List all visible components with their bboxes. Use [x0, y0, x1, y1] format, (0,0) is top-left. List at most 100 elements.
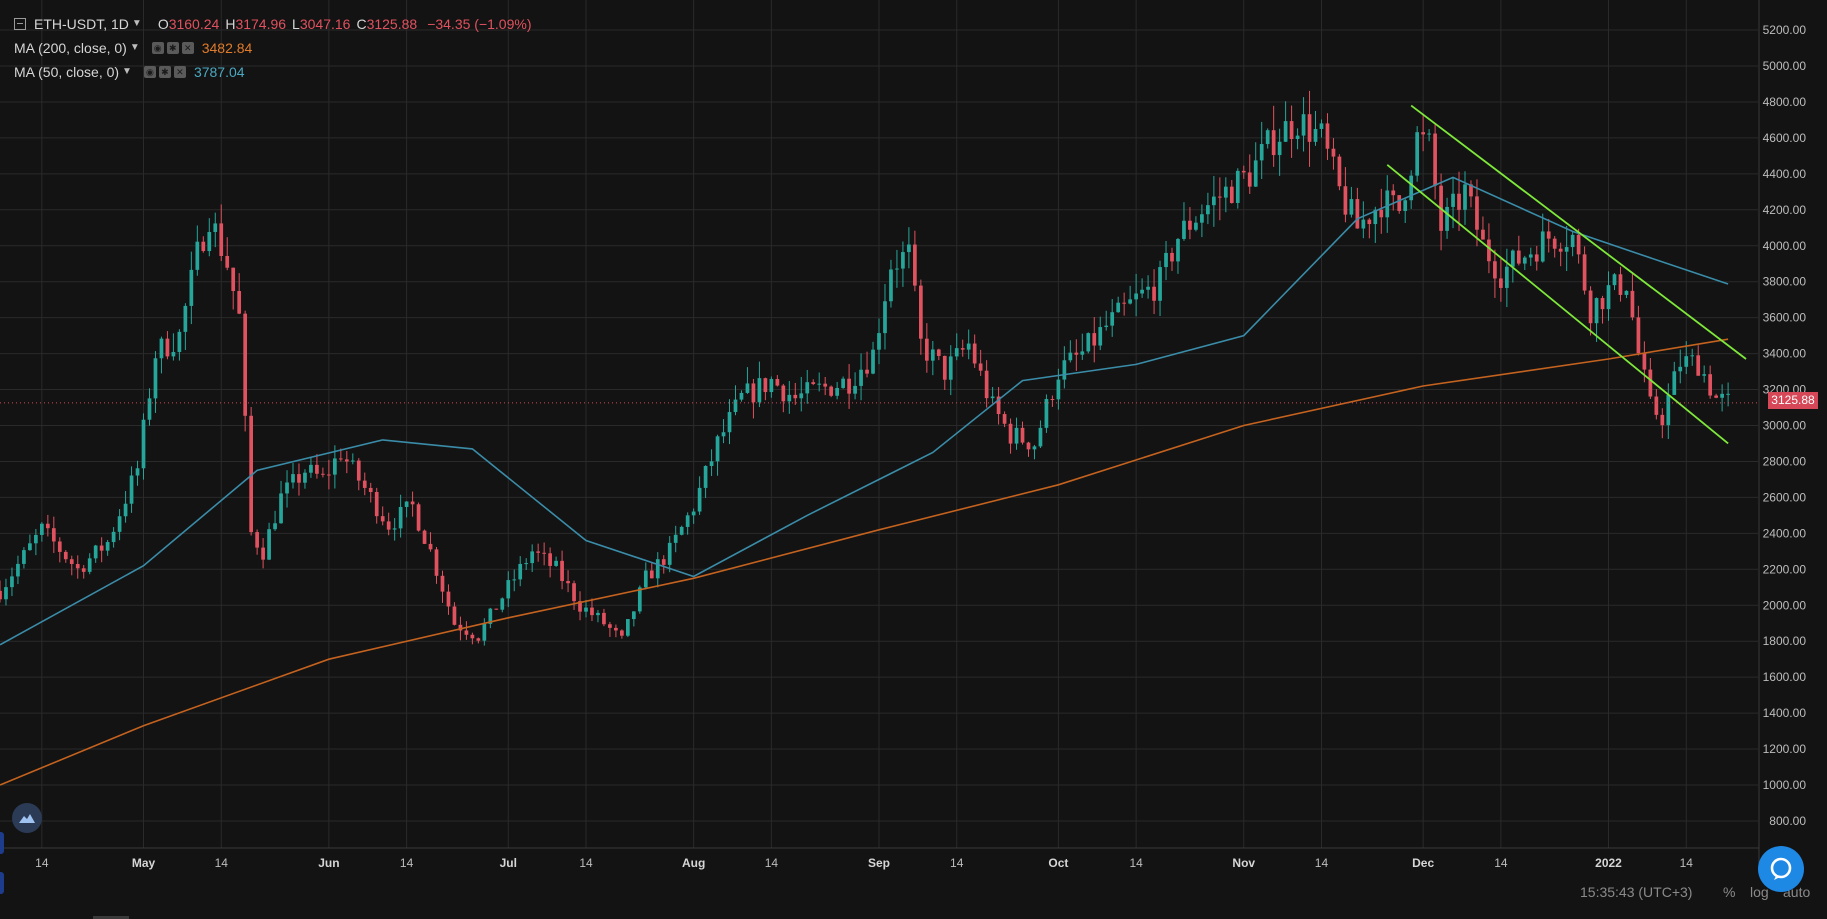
- candle-down: [620, 630, 624, 636]
- candle-down: [1660, 414, 1665, 426]
- candle-up: [859, 369, 863, 386]
- candle-down: [452, 606, 457, 625]
- candle-up: [1720, 393, 1724, 398]
- candle-up: [518, 563, 523, 580]
- candle-down: [75, 564, 80, 569]
- candle-down: [1642, 353, 1647, 370]
- indicator-value: 3787.04: [193, 64, 245, 80]
- candle-down: [1170, 252, 1174, 262]
- candle-up: [871, 349, 875, 374]
- candle-up: [1612, 274, 1617, 286]
- cloud-logo-icon[interactable]: [12, 803, 42, 833]
- candle-up: [679, 526, 684, 535]
- candle-up: [1606, 285, 1611, 310]
- visibility-icon[interactable]: ◉: [151, 42, 164, 54]
- candle-up: [1570, 234, 1575, 248]
- edge-tab[interactable]: [0, 832, 4, 854]
- chevron-down-icon[interactable]: ▼: [122, 66, 132, 77]
- percent-scale-button[interactable]: %: [1723, 884, 1736, 900]
- candle-up: [1265, 130, 1270, 145]
- candle-up: [117, 516, 122, 532]
- candle-up: [841, 378, 845, 388]
- candle-up: [703, 465, 708, 488]
- settings-icon[interactable]: ✱: [158, 66, 171, 78]
- candle-up: [524, 563, 529, 565]
- candle-up: [189, 269, 194, 306]
- symbol-row: ETH-USDT, 1D ▼ O 3160.24 H 3174.96 L 3047.1…: [14, 12, 531, 36]
- candle-down: [470, 634, 475, 639]
- legend-toggle-icon[interactable]: [14, 18, 26, 30]
- candle-down: [1152, 286, 1156, 301]
- price-tick-label: 4400.00: [1763, 167, 1807, 181]
- candle-down: [560, 560, 564, 582]
- candle-up: [22, 550, 26, 564]
- candle-down: [494, 608, 499, 610]
- candle-up: [1253, 160, 1258, 187]
- candle-down: [45, 523, 50, 529]
- symbol-label[interactable]: ETH-USDT, 1D: [34, 16, 129, 32]
- candle-up: [10, 576, 14, 588]
- candle-up: [213, 223, 218, 233]
- candle-up: [1212, 196, 1216, 206]
- close-icon[interactable]: ✕: [181, 42, 194, 54]
- indicator-name[interactable]: MA (200, close, 0): [14, 40, 127, 56]
- candle-up: [1176, 238, 1180, 262]
- price-tick-label: 1400.00: [1763, 706, 1807, 720]
- price-tick-label: 4600.00: [1763, 131, 1807, 145]
- edge-tab[interactable]: [0, 872, 4, 894]
- candle-up: [267, 529, 271, 560]
- price-tick-label: 1200.00: [1763, 742, 1807, 756]
- candle-down: [1499, 278, 1503, 288]
- time-tick-label: 14: [1494, 856, 1508, 870]
- candle-up: [1445, 206, 1449, 231]
- candle-up: [1014, 427, 1019, 444]
- candle-up: [392, 528, 397, 530]
- settings-icon[interactable]: ✱: [166, 42, 179, 54]
- candle-up: [787, 394, 792, 402]
- price-tick-label: 2200.00: [1763, 562, 1807, 576]
- candle-down: [362, 480, 367, 488]
- clock-readout[interactable]: 15:35:43 (UTC+3): [1580, 884, 1693, 900]
- log-scale-button[interactable]: log: [1750, 884, 1769, 900]
- time-tick-label: 14: [1680, 856, 1694, 870]
- candle-down: [225, 256, 230, 268]
- candle-up: [159, 338, 164, 359]
- time-tick-label: Aug: [682, 856, 705, 870]
- candle-down: [440, 575, 445, 592]
- candle-up: [530, 551, 535, 564]
- time-tick-label: 14: [215, 856, 229, 870]
- candle-down: [1576, 234, 1581, 255]
- candle-up: [1678, 366, 1683, 372]
- time-tick-label: Sep: [868, 856, 890, 870]
- candle-down: [1397, 195, 1402, 211]
- candle-up: [309, 464, 313, 473]
- candle-up: [554, 560, 558, 566]
- chevron-down-icon[interactable]: ▼: [131, 18, 142, 29]
- candle-down: [416, 504, 421, 531]
- candle-up: [966, 343, 971, 350]
- moving-average-lines: [0, 176, 1729, 786]
- candle-up: [596, 612, 600, 616]
- candle-up: [1349, 199, 1354, 215]
- candle-up: [273, 523, 277, 530]
- candle-up: [1451, 193, 1455, 207]
- close-icon[interactable]: ✕: [173, 66, 186, 78]
- candle-down: [924, 338, 929, 361]
- candle-down: [1026, 442, 1031, 450]
- candle-up: [1427, 133, 1431, 135]
- candle-down: [1343, 186, 1348, 215]
- candle-down: [219, 223, 224, 257]
- price-tick-label: 800.00: [1769, 814, 1806, 828]
- scrollbar-thumb[interactable]: [93, 916, 129, 919]
- high-value: 3174.96: [235, 16, 287, 32]
- indicator-name[interactable]: MA (50, close, 0): [14, 64, 120, 80]
- candle-down: [996, 396, 1001, 415]
- visibility-icon[interactable]: ◉: [143, 66, 156, 78]
- candle-up: [1409, 175, 1414, 201]
- candle-up: [954, 348, 959, 357]
- candle-up: [488, 608, 493, 624]
- chat-bubble-icon[interactable]: [1758, 846, 1804, 892]
- chevron-down-icon[interactable]: ▼: [129, 42, 140, 53]
- candle-up: [715, 436, 720, 462]
